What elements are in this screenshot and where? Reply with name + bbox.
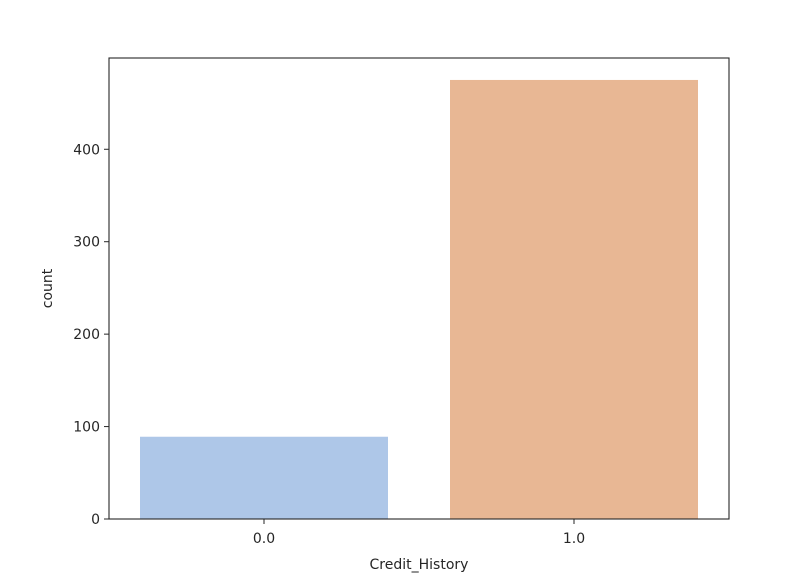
x-axis-label: Credit_History bbox=[370, 557, 469, 573]
y-axis-label: count bbox=[40, 268, 56, 308]
y-tick-label: 400 bbox=[73, 142, 100, 158]
y-tick-label: 0 bbox=[91, 512, 100, 528]
bar-0.0 bbox=[140, 436, 388, 519]
x-tick-label: 1.0 bbox=[563, 531, 585, 547]
y-tick-label: 200 bbox=[73, 327, 100, 343]
bar-1.0 bbox=[450, 79, 698, 519]
y-tick-label: 300 bbox=[73, 235, 100, 251]
plot-frame bbox=[108, 57, 730, 520]
y-tick-label: 100 bbox=[73, 420, 100, 436]
x-tick-label: 0.0 bbox=[253, 531, 275, 547]
x-axis-ticks: 0.0 1.0 bbox=[253, 519, 585, 547]
bars bbox=[140, 79, 698, 519]
y-axis-ticks: 0 100 200 300 400 bbox=[73, 142, 109, 528]
